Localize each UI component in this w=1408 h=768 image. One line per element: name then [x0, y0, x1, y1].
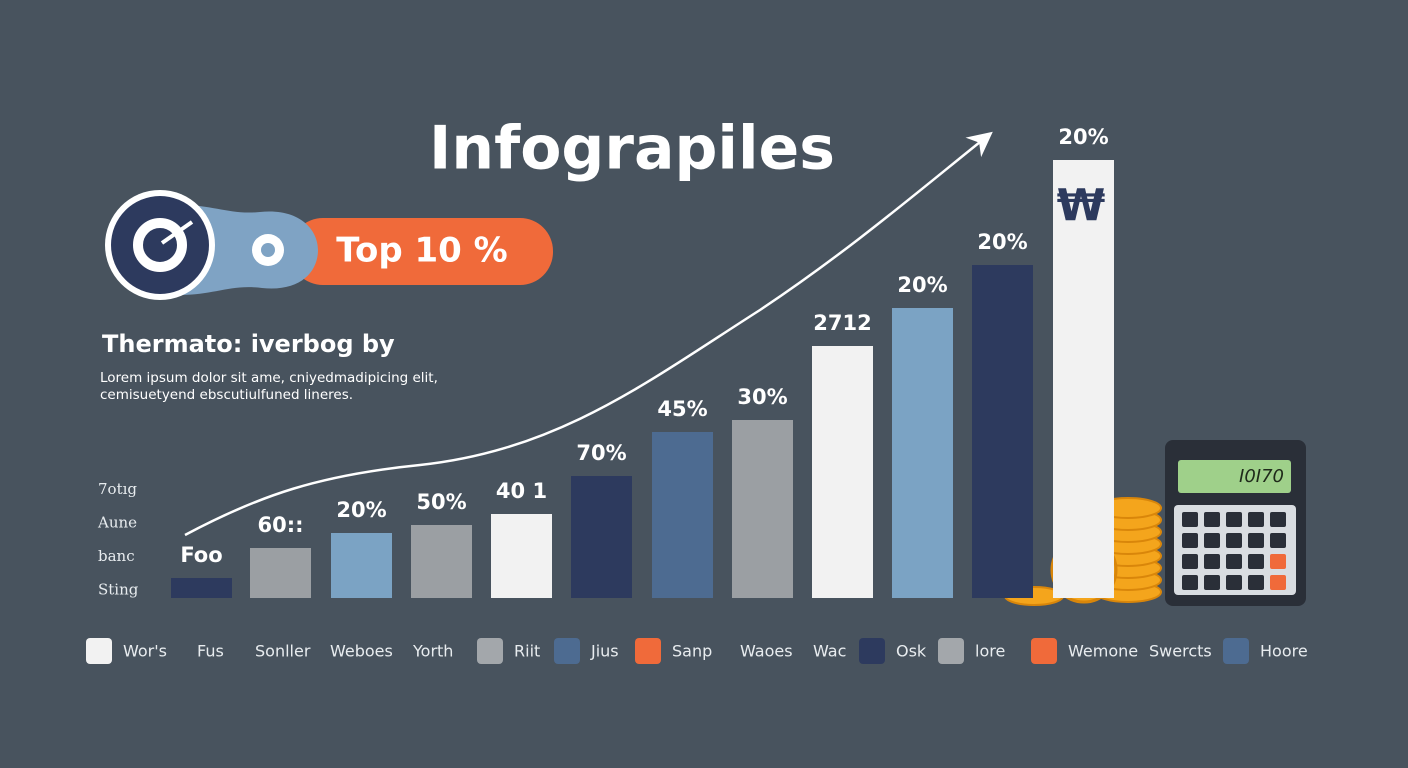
legend-swatch [554, 638, 580, 664]
calculator-key [1270, 575, 1286, 590]
calculator-key [1204, 533, 1220, 548]
legend-label: Sonller [255, 642, 311, 661]
calculator-screen [1178, 460, 1291, 493]
badge-dot-inner [261, 243, 275, 257]
bar-label: 30% [737, 385, 787, 409]
legend-swatch [859, 638, 885, 664]
bar [171, 578, 232, 598]
legend-label: Jius [590, 642, 619, 661]
bar [812, 346, 873, 598]
calculator-display: I0I70 [1239, 466, 1284, 487]
bar-label: 20% [1058, 125, 1108, 149]
side-label: Sting [98, 581, 139, 599]
bar [571, 476, 632, 598]
calculator-key [1226, 575, 1242, 590]
calculator-keypad [1174, 505, 1296, 595]
calculator-key [1204, 575, 1220, 590]
legend-swatch [1031, 638, 1057, 664]
legend-label: Sanp [672, 642, 712, 661]
description-line: Lorem ipsum dolor sit ame, cniyedmadipic… [100, 370, 438, 386]
legend-swatch [635, 638, 661, 664]
bar-label: 70% [576, 441, 626, 465]
calculator-key [1270, 533, 1286, 548]
legend-label: Wor's [123, 642, 167, 661]
legend-swatch [477, 638, 503, 664]
currency-symbol: ₩ [1057, 180, 1106, 231]
side-label: 7otıg [98, 480, 137, 498]
bar-label: 20% [897, 273, 947, 297]
calculator-key [1226, 533, 1242, 548]
legend-label: Yorth [412, 642, 453, 661]
badge-circle [111, 196, 209, 294]
bar [652, 432, 713, 598]
legend-swatch [86, 638, 112, 664]
legend-label: Weboes [330, 642, 393, 661]
description-line: cemisuetyend ebscutiulfuned lineres. [100, 387, 353, 403]
bar [892, 308, 953, 598]
calculator-key [1248, 575, 1264, 590]
bar [732, 420, 793, 598]
bar-label: 2712 [813, 311, 871, 335]
bar [250, 548, 311, 598]
legend-label: Wemone [1068, 642, 1138, 661]
badge-label: Top 10 % [336, 231, 507, 271]
calculator: I0I70 [1165, 440, 1306, 606]
bar-label: Foo [180, 543, 222, 567]
bar-label: 40 1 [496, 479, 547, 503]
bar-label: 20% [977, 230, 1027, 254]
bar [331, 533, 392, 598]
side-label: Aune [97, 514, 137, 532]
bar-label: 45% [657, 397, 707, 421]
legend-swatch [1223, 638, 1249, 664]
calculator-key [1182, 575, 1198, 590]
bar [411, 525, 472, 598]
side-label: banc [98, 547, 135, 565]
bar-label: 60:: [257, 513, 303, 537]
legend-label: Swercts [1149, 642, 1212, 661]
trend-arrow [184, 131, 993, 537]
calculator-key [1226, 554, 1242, 569]
legend-label: Hoore [1260, 642, 1308, 661]
calculator-key [1248, 554, 1264, 569]
calculator-key [1248, 512, 1264, 527]
calculator-key [1270, 554, 1286, 569]
calculator-key [1248, 533, 1264, 548]
legend-label: Riit [514, 642, 540, 661]
legend-label: Wac [813, 642, 846, 661]
title: Infograpiles [429, 114, 835, 184]
target-arrow [160, 220, 194, 245]
calculator-key [1182, 512, 1198, 527]
calculator-key [1182, 554, 1198, 569]
bar [1053, 160, 1114, 598]
legend-swatch [938, 638, 964, 664]
bar [972, 265, 1033, 598]
badge-pill [290, 218, 553, 285]
badge-connector [180, 205, 318, 295]
legend-label: lore [975, 642, 1005, 661]
bar [491, 514, 552, 598]
target-icon [133, 218, 187, 272]
calculator-key [1182, 533, 1198, 548]
calculator-key [1204, 512, 1220, 527]
calculator-key [1270, 512, 1286, 527]
legend-label: Waoes [740, 642, 793, 661]
heading: Thermato: iverbog by [102, 330, 395, 358]
bar-label: 50% [416, 490, 466, 514]
bar-label: 20% [336, 498, 386, 522]
calculator-key [1226, 512, 1242, 527]
legend-label: Fus [197, 642, 224, 661]
legend-label: Osk [896, 642, 927, 661]
badge: Top 10 % [105, 190, 553, 300]
calculator-key [1204, 554, 1220, 569]
